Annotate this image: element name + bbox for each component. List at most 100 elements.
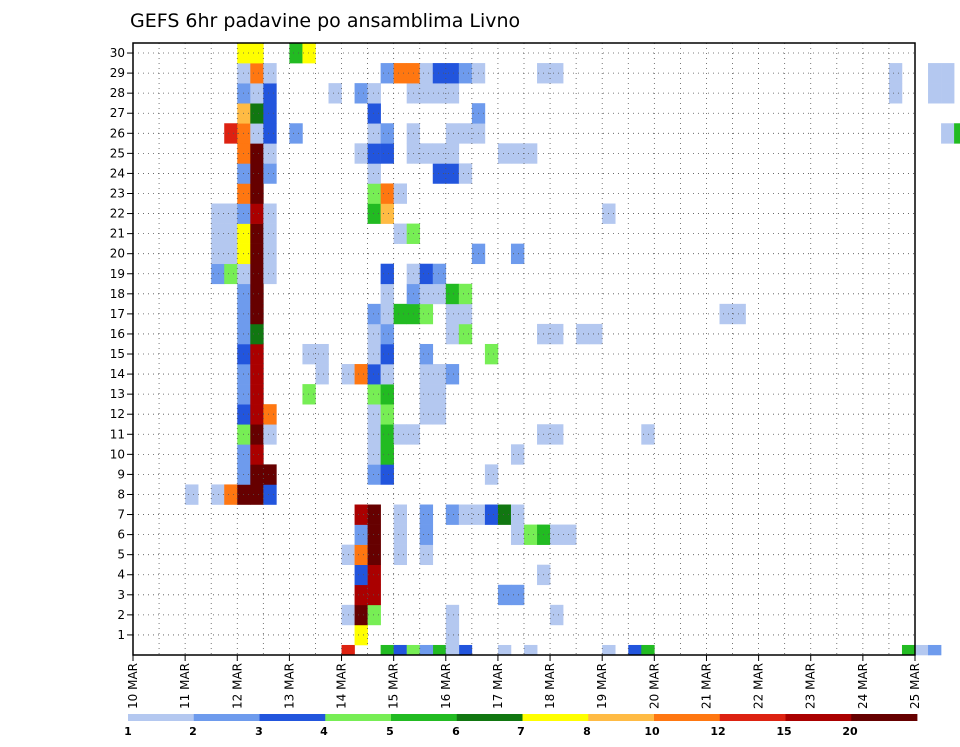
y-tick-label: 25 (110, 146, 125, 160)
heatmap-cell (367, 544, 381, 566)
heatmap-cell (419, 364, 434, 385)
heatmap-cell (419, 644, 434, 656)
y-tick-label: 1 (117, 628, 125, 642)
x-tick-label: 18 MAR (543, 663, 557, 709)
legend-label: 8 (583, 725, 591, 738)
heatmap-cell (211, 203, 225, 224)
heatmap-cell (354, 564, 368, 586)
heatmap-cell (367, 123, 381, 144)
heatmap-cell (263, 63, 277, 84)
chart-title: GEFS 6hr padavine po ansamblima Livno (130, 10, 520, 32)
heatmap-cell (393, 223, 407, 244)
y-tick-label: 30 (110, 46, 125, 60)
heatmap-cell (224, 203, 238, 224)
heatmap-cell (367, 464, 381, 485)
heatmap-cell (941, 83, 955, 104)
heatmap-cell (419, 404, 434, 425)
heatmap-cell (367, 143, 381, 164)
heatmap-cell (419, 283, 434, 305)
heatmap-cell (484, 343, 499, 365)
x-tick-label: 14 MAR (335, 663, 349, 709)
heatmap-cell (354, 624, 368, 646)
heatmap-cell (510, 584, 525, 606)
heatmap-cell (263, 404, 277, 425)
heatmap-cell (211, 243, 225, 265)
heatmap-cell (354, 143, 368, 164)
heatmap-cell (432, 384, 447, 405)
heatmap-cell (250, 283, 264, 305)
y-tick-label: 3 (117, 588, 125, 602)
heatmap-cell (445, 143, 460, 164)
heatmap-cell (419, 544, 434, 566)
heatmap-cell (263, 163, 277, 184)
legend-label: 7 (517, 725, 525, 738)
heatmap-cell (367, 524, 381, 545)
heatmap-cell (445, 63, 460, 84)
heatmap-cell (250, 163, 264, 184)
heatmap-cell (445, 504, 460, 525)
heatmap-cell (432, 143, 447, 164)
heatmap-cell (250, 303, 264, 325)
y-tick-label: 5 (117, 548, 125, 562)
legend-label: 10 (644, 725, 660, 738)
heatmap-cell (367, 364, 381, 385)
heatmap-cell (302, 384, 316, 405)
y-tick-label: 4 (117, 568, 125, 582)
y-tick-label: 7 (117, 508, 125, 522)
x-tick-label: 16 MAR (439, 663, 453, 709)
heatmap-cell (367, 163, 381, 184)
x-tick-label: 21 MAR (699, 663, 713, 709)
heatmap-cell (458, 63, 473, 84)
heatmap-cell (367, 384, 381, 405)
heatmap-cell (380, 303, 394, 325)
x-tick-label: 13 MAR (282, 663, 296, 709)
heatmap-cell (445, 123, 460, 144)
heatmap-cell (628, 644, 642, 656)
heatmap-cell (354, 504, 368, 525)
heatmap-cell (289, 43, 303, 64)
heatmap-cell (419, 143, 434, 164)
heatmap-cell (341, 644, 355, 656)
heatmap-cell (224, 243, 238, 265)
y-tick-label: 17 (110, 307, 125, 321)
heatmap-cell (354, 83, 368, 104)
heatmap-cell (432, 163, 447, 184)
heatmap-cell (250, 223, 264, 244)
heatmap-cell (458, 504, 473, 525)
heatmap-cell (550, 323, 564, 345)
heatmap-cell (419, 303, 434, 325)
heatmap-cell (263, 203, 277, 224)
heatmap-cell (185, 484, 199, 505)
heatmap-cell (250, 444, 264, 465)
heatmap-cell (380, 384, 394, 405)
heatmap-cell (497, 584, 512, 606)
heatmap-cell (354, 604, 368, 626)
heatmap-cell (393, 644, 407, 656)
heatmap-cell (315, 364, 329, 385)
y-tick-label: 19 (110, 267, 125, 281)
heatmap-cell (367, 584, 381, 606)
x-tick-label: 12 MAR (230, 663, 244, 709)
heatmap-cell (954, 123, 960, 144)
heatmap-cell (445, 624, 460, 646)
heatmap-cell (380, 444, 394, 465)
heatmap-cell (524, 524, 538, 545)
heatmap-cell (315, 343, 329, 365)
legend-swatch (391, 714, 458, 721)
heatmap-cell (250, 143, 264, 164)
heatmap-cell (445, 644, 460, 656)
y-tick-label: 29 (110, 66, 125, 80)
heatmap-cell (432, 83, 447, 104)
heatmap-cell (915, 644, 929, 656)
heatmap-cell (484, 464, 499, 485)
heatmap-cell (302, 43, 316, 64)
heatmap-cell (263, 424, 277, 445)
color-legend: 1 2 3 4 5 6 7 8 10 12 15 20 (124, 714, 918, 738)
heatmap-cell (602, 644, 616, 656)
y-tick-label: 6 (117, 528, 125, 542)
heatmap-cell (328, 83, 342, 104)
heatmap-cell (380, 183, 394, 204)
heatmap-cell (550, 604, 564, 626)
y-tick-label: 16 (110, 327, 125, 341)
